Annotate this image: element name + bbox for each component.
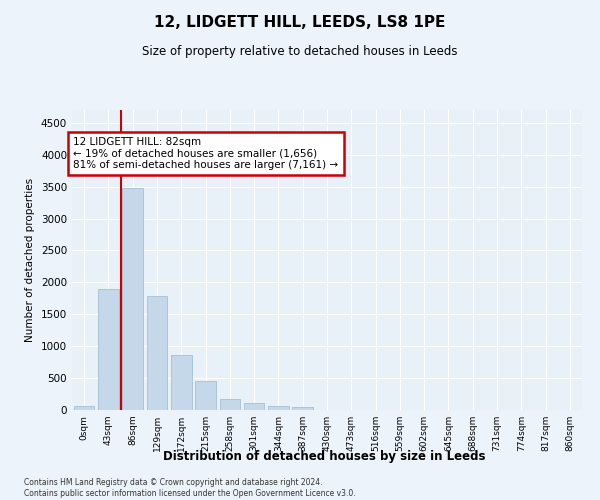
- Bar: [98, 288, 119, 410]
- Bar: [122, 188, 143, 410]
- Bar: [292, 408, 313, 410]
- Bar: [220, 400, 240, 410]
- Text: 12, LIDGETT HILL, LEEDS, LS8 1PE: 12, LIDGETT HILL, LEEDS, LS8 1PE: [154, 15, 446, 30]
- Bar: [171, 355, 191, 410]
- Bar: [268, 406, 289, 410]
- Text: 12 LIDGETT HILL: 82sqm
← 19% of detached houses are smaller (1,656)
81% of semi-: 12 LIDGETT HILL: 82sqm ← 19% of detached…: [73, 137, 338, 170]
- Text: Contains HM Land Registry data © Crown copyright and database right 2024.
Contai: Contains HM Land Registry data © Crown c…: [24, 478, 356, 498]
- Bar: [146, 296, 167, 410]
- Y-axis label: Number of detached properties: Number of detached properties: [25, 178, 35, 342]
- Bar: [195, 382, 216, 410]
- Bar: [244, 404, 265, 410]
- Text: Distribution of detached houses by size in Leeds: Distribution of detached houses by size …: [163, 450, 485, 463]
- Bar: [74, 406, 94, 410]
- Text: Size of property relative to detached houses in Leeds: Size of property relative to detached ho…: [142, 45, 458, 58]
